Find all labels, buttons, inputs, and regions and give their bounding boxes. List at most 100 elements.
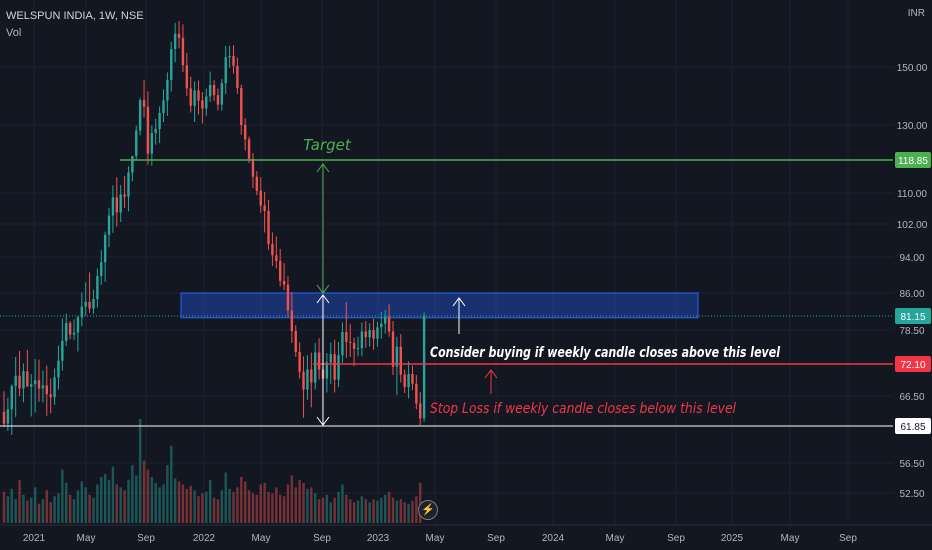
candle-body xyxy=(138,100,142,131)
candle-body xyxy=(100,262,103,276)
volume-bar xyxy=(306,488,309,523)
candle-body xyxy=(411,374,414,384)
volume-bar xyxy=(177,481,181,523)
candle-body xyxy=(395,346,399,367)
price-label-text: 72.10 xyxy=(900,360,925,371)
volume-bar xyxy=(329,502,332,523)
volume-bar xyxy=(267,491,270,523)
volume-bar xyxy=(18,479,21,523)
time-tick: 2021 xyxy=(23,533,46,544)
volume-bar xyxy=(37,503,41,523)
volume-bar xyxy=(212,497,216,523)
volume-bar xyxy=(399,499,402,523)
candle-body xyxy=(80,306,83,318)
volume-bar xyxy=(111,466,115,523)
volume-bar xyxy=(232,491,235,523)
candle-body xyxy=(177,33,181,38)
price-label-box xyxy=(895,152,931,168)
volume-bar xyxy=(61,469,64,523)
volume-bar xyxy=(138,419,142,523)
volume-bar xyxy=(197,496,200,523)
target-arrow-head-down xyxy=(316,284,330,294)
volume-bar xyxy=(173,478,177,523)
candle-body xyxy=(2,411,6,424)
candle-body xyxy=(22,371,25,389)
volume-bar xyxy=(407,503,410,523)
candle-body xyxy=(236,65,239,89)
candle-body xyxy=(201,100,204,109)
price-label-box xyxy=(895,356,931,372)
volume-bar xyxy=(162,484,165,523)
candle-body xyxy=(224,57,227,84)
candle-body xyxy=(282,280,286,285)
volume-bar xyxy=(57,493,60,523)
time-tick: May xyxy=(426,533,445,544)
symbol-title: WELSPUN INDIA, 1W, NSE xyxy=(6,10,144,22)
time-tick: May xyxy=(77,533,96,544)
volume-bar xyxy=(282,496,286,523)
candle-body xyxy=(41,385,45,389)
volume-bar xyxy=(123,490,126,523)
lightning-icon[interactable]: ⚡ xyxy=(418,500,438,520)
volume-bar xyxy=(100,476,103,523)
candle-body xyxy=(356,348,360,350)
candle-body xyxy=(310,369,313,383)
volume-bar xyxy=(325,494,329,523)
candle-body xyxy=(193,90,196,106)
candle-body xyxy=(162,100,165,114)
volume-bar xyxy=(372,499,375,523)
candlestick-series xyxy=(2,21,426,436)
volume-bar xyxy=(387,491,391,523)
candle-body xyxy=(119,194,122,213)
volume-bar xyxy=(224,472,227,523)
candle-body xyxy=(399,346,402,375)
price-axis[interactable]: 150.00 130.00 110.00 102.00 94.00 86.00 78.50 6… xyxy=(897,63,928,500)
volume-legend: Vol xyxy=(6,27,22,39)
volume-bar xyxy=(290,475,294,523)
volume-bar xyxy=(360,496,364,523)
candle-body xyxy=(232,55,235,66)
candle-body xyxy=(61,340,64,361)
candle-body xyxy=(68,323,72,335)
candle-body xyxy=(278,260,282,281)
volume-bar xyxy=(115,484,119,523)
volume-bar xyxy=(380,497,383,523)
candle-body xyxy=(329,354,332,363)
candle-body xyxy=(286,284,290,311)
candle-body xyxy=(158,113,161,129)
volume-bar xyxy=(49,502,52,523)
candle-body xyxy=(76,317,80,333)
candle-body xyxy=(33,380,37,385)
candle-body xyxy=(131,155,134,173)
candle-body xyxy=(115,197,119,213)
price-tick: 102.00 xyxy=(897,220,928,231)
candle-body xyxy=(306,369,309,390)
volume-bar xyxy=(30,497,33,523)
candle-body xyxy=(18,375,21,389)
candle-body xyxy=(415,383,418,404)
volume-bar xyxy=(255,494,259,523)
volume-bar xyxy=(208,479,212,523)
time-axis[interactable]: 2021 May Sep 2022 May Sep 2023 May Sep 2024 May Sep… xyxy=(0,524,932,544)
candle-body xyxy=(263,205,266,211)
price-tick: 94.00 xyxy=(899,253,924,264)
volume-bar xyxy=(80,481,83,523)
stop-arrow-head xyxy=(484,369,498,379)
volume-bar xyxy=(33,487,37,523)
candle-body xyxy=(403,374,406,388)
price-label-text: 81.15 xyxy=(900,312,925,323)
resistance-zone xyxy=(180,292,699,319)
volume-bar xyxy=(216,499,220,523)
volume-bar xyxy=(53,496,56,523)
price-tick: 110.00 xyxy=(897,189,927,200)
candle-body xyxy=(26,371,29,387)
volume-bar xyxy=(205,491,208,523)
volume-bar xyxy=(10,488,13,523)
candle-body xyxy=(364,331,367,338)
candle-body xyxy=(170,49,173,80)
volume-bar xyxy=(310,487,313,523)
volume-bar xyxy=(321,497,325,523)
candle-body xyxy=(92,299,95,309)
candle-body xyxy=(185,65,189,89)
